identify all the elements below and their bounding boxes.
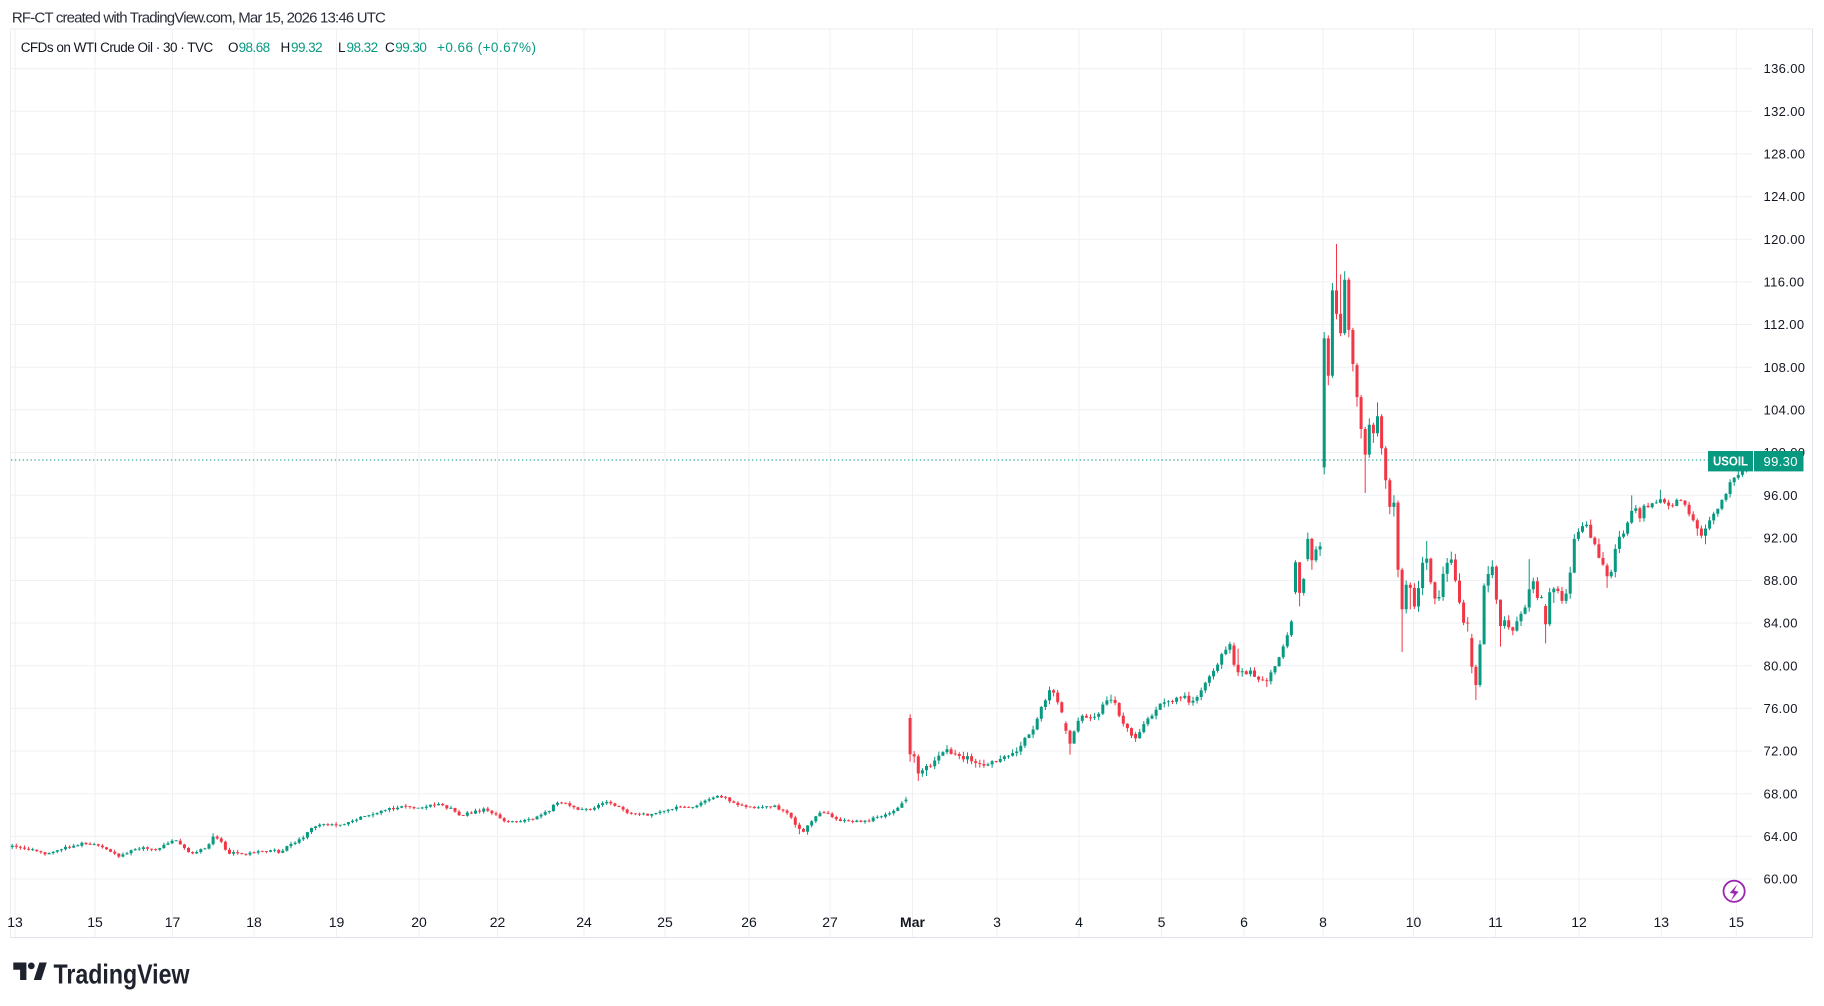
svg-text:13: 13 (1654, 914, 1670, 930)
svg-text:3: 3 (993, 914, 1001, 930)
svg-text:C: C (385, 40, 395, 55)
svg-text:112.00: 112.00 (1764, 317, 1805, 332)
svg-text:15: 15 (1729, 914, 1745, 930)
svg-text:+0.66 (+0.67%): +0.66 (+0.67%) (437, 40, 536, 55)
svg-text:17: 17 (165, 914, 181, 930)
svg-text:96.00: 96.00 (1764, 488, 1798, 503)
svg-text:19: 19 (329, 914, 345, 930)
svg-text:124.00: 124.00 (1764, 189, 1806, 204)
svg-text:108.00: 108.00 (1764, 360, 1806, 375)
svg-text:76.00: 76.00 (1764, 701, 1798, 716)
svg-text:64.00: 64.00 (1764, 829, 1798, 844)
svg-text:92.00: 92.00 (1764, 530, 1798, 545)
svg-text:O: O (228, 40, 239, 55)
svg-text:10: 10 (1406, 914, 1422, 930)
svg-text:L: L (338, 40, 346, 55)
svg-text:104.00: 104.00 (1764, 402, 1806, 417)
svg-text:Mar: Mar (900, 914, 925, 930)
svg-text:99.32: 99.32 (291, 40, 323, 55)
svg-text:13: 13 (7, 914, 23, 930)
svg-text:26: 26 (741, 914, 757, 930)
svg-text:4: 4 (1075, 914, 1083, 930)
svg-text:120.00: 120.00 (1764, 232, 1806, 247)
svg-text:68.00: 68.00 (1764, 786, 1798, 801)
svg-text:15: 15 (87, 914, 103, 930)
svg-text:136.00: 136.00 (1764, 61, 1806, 76)
svg-text:98.32: 98.32 (347, 40, 379, 55)
svg-text:8: 8 (1319, 914, 1327, 930)
svg-text:RF-CT created with TradingView: RF-CT created with TradingView.com, Mar … (12, 9, 386, 26)
svg-text:60.00: 60.00 (1764, 872, 1798, 887)
svg-text:27: 27 (822, 914, 838, 930)
svg-text:12: 12 (1571, 914, 1587, 930)
svg-text:22: 22 (490, 914, 506, 930)
svg-text:128.00: 128.00 (1764, 147, 1806, 162)
svg-text:USOIL: USOIL (1713, 455, 1748, 469)
svg-text:5: 5 (1158, 914, 1166, 930)
svg-text:116.00: 116.00 (1764, 275, 1805, 290)
svg-text:20: 20 (411, 914, 427, 930)
svg-text:6: 6 (1240, 914, 1248, 930)
svg-text:24: 24 (576, 914, 592, 930)
svg-text:18: 18 (246, 914, 262, 930)
svg-text:132.00: 132.00 (1764, 104, 1806, 119)
svg-text:88.00: 88.00 (1764, 573, 1798, 588)
svg-text:H: H (281, 40, 291, 55)
svg-text:11: 11 (1488, 914, 1503, 930)
svg-text:CFDs on WTI Crude Oil · 30 · T: CFDs on WTI Crude Oil · 30 · TVC (21, 40, 214, 55)
svg-text:99.30: 99.30 (1764, 454, 1798, 469)
svg-text:99.30: 99.30 (395, 40, 427, 55)
svg-text:84.00: 84.00 (1764, 616, 1798, 631)
svg-text:TradingView: TradingView (54, 958, 190, 989)
svg-text:98.68: 98.68 (239, 40, 271, 55)
svg-text:72.00: 72.00 (1764, 744, 1798, 759)
svg-text:25: 25 (657, 914, 673, 930)
svg-text:80.00: 80.00 (1764, 658, 1798, 673)
